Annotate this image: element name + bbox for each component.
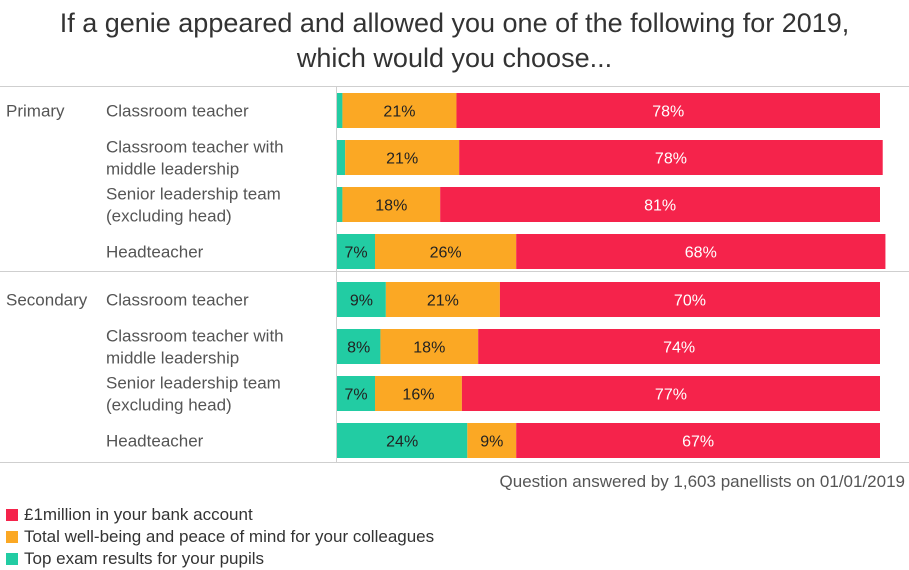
group-label-primary: Primary bbox=[6, 102, 65, 121]
bar-segment-money bbox=[478, 329, 880, 364]
data-label-money: 77% bbox=[655, 387, 687, 404]
chart-title: If a genie appeared and allowed you one … bbox=[0, 6, 909, 76]
bar-segment-wellbeing bbox=[385, 282, 500, 317]
category-label: Classroom teacher with bbox=[106, 138, 284, 157]
category-label: Classroom teacher with bbox=[106, 327, 284, 346]
bar-segment-money bbox=[516, 423, 880, 458]
category-label: Headteacher bbox=[106, 432, 204, 451]
bar-segment-money bbox=[440, 187, 880, 222]
bar-segment-wellbeing bbox=[345, 140, 460, 175]
data-label-wellbeing: 26% bbox=[430, 245, 462, 262]
bar-segment-exam bbox=[337, 282, 386, 317]
data-label-exam: 8% bbox=[347, 340, 370, 357]
bar-segment-exam bbox=[337, 329, 381, 364]
data-label-money: 67% bbox=[682, 434, 714, 451]
data-label-money: 70% bbox=[674, 293, 706, 310]
data-label-money: 78% bbox=[652, 104, 684, 121]
data-label-money: 74% bbox=[663, 340, 695, 357]
bar-segment-wellbeing bbox=[375, 376, 462, 411]
bar-segment-money bbox=[456, 93, 880, 128]
category-label: middle leadership bbox=[106, 349, 239, 368]
data-label-money: 81% bbox=[644, 198, 676, 215]
chart-legend: £1million in your bank account Total well… bbox=[6, 504, 434, 570]
bar-segment-wellbeing bbox=[342, 187, 441, 222]
bar-segment-money bbox=[459, 140, 883, 175]
data-label-money: 68% bbox=[685, 245, 717, 262]
bar-segment-wellbeing bbox=[375, 234, 517, 269]
bar-segment-exam bbox=[337, 93, 343, 128]
bar-segment-exam bbox=[337, 234, 376, 269]
legend-swatch bbox=[6, 509, 18, 521]
data-label-exam: 9% bbox=[350, 293, 373, 310]
legend-swatch bbox=[6, 553, 18, 565]
data-label-wellbeing: 21% bbox=[427, 293, 459, 310]
bar-segment-wellbeing bbox=[380, 329, 479, 364]
category-label: Senior leadership team bbox=[106, 374, 281, 393]
category-label: middle leadership bbox=[106, 160, 239, 179]
bar-segment-exam bbox=[337, 140, 346, 175]
bar-segment-money bbox=[461, 376, 880, 411]
bar-segment-money bbox=[499, 282, 880, 317]
data-label-wellbeing: 18% bbox=[413, 340, 445, 357]
category-label: (excluding head) bbox=[106, 207, 232, 226]
bar-segment-exam bbox=[337, 187, 343, 222]
category-label: Classroom teacher bbox=[106, 102, 249, 121]
data-label-money: 78% bbox=[655, 151, 687, 168]
data-label-wellbeing: 16% bbox=[402, 387, 434, 404]
chart-title-line-2: which would you choose... bbox=[296, 43, 613, 73]
legend-label: Top exam results for your pupils bbox=[24, 549, 264, 568]
legend-item-money: £1million in your bank account bbox=[6, 504, 434, 526]
category-label: Senior leadership team bbox=[106, 185, 281, 204]
bar-segment-wellbeing bbox=[342, 93, 457, 128]
data-label-wellbeing: 21% bbox=[386, 151, 418, 168]
bar-segment-wellbeing bbox=[467, 423, 517, 458]
data-label-wellbeing: 18% bbox=[375, 198, 407, 215]
stacked-bar-chart: Primary Classroom teacher 21% 78% Classroom … bbox=[0, 86, 909, 463]
data-label-wellbeing: 9% bbox=[480, 434, 503, 451]
legend-swatch bbox=[6, 531, 18, 543]
legend-label: £1million in your bank account bbox=[24, 505, 253, 524]
bar-segment-exam bbox=[337, 376, 376, 411]
legend-label: Total well-being and peace of mind for y… bbox=[24, 527, 435, 546]
category-label: Classroom teacher bbox=[106, 291, 249, 310]
bar-segment-exam bbox=[337, 423, 468, 458]
bar-segment-money bbox=[516, 234, 886, 269]
chart-footnote: Question answered by 1,603 panellists on… bbox=[499, 472, 905, 491]
category-label: (excluding head) bbox=[106, 396, 232, 415]
data-label-exam: 7% bbox=[344, 387, 367, 404]
group-label-secondary: Secondary bbox=[6, 291, 88, 310]
data-label-exam: 24% bbox=[386, 434, 418, 451]
legend-item-exam: Top exam results for your pupils bbox=[6, 548, 434, 570]
data-label-exam: 7% bbox=[344, 245, 367, 262]
legend-item-wellbeing: Total well-being and peace of mind for y… bbox=[6, 526, 434, 548]
data-label-wellbeing: 21% bbox=[383, 104, 415, 121]
chart-title-line-1: If a genie appeared and allowed you one … bbox=[59, 8, 850, 38]
category-label: Headteacher bbox=[106, 243, 204, 262]
